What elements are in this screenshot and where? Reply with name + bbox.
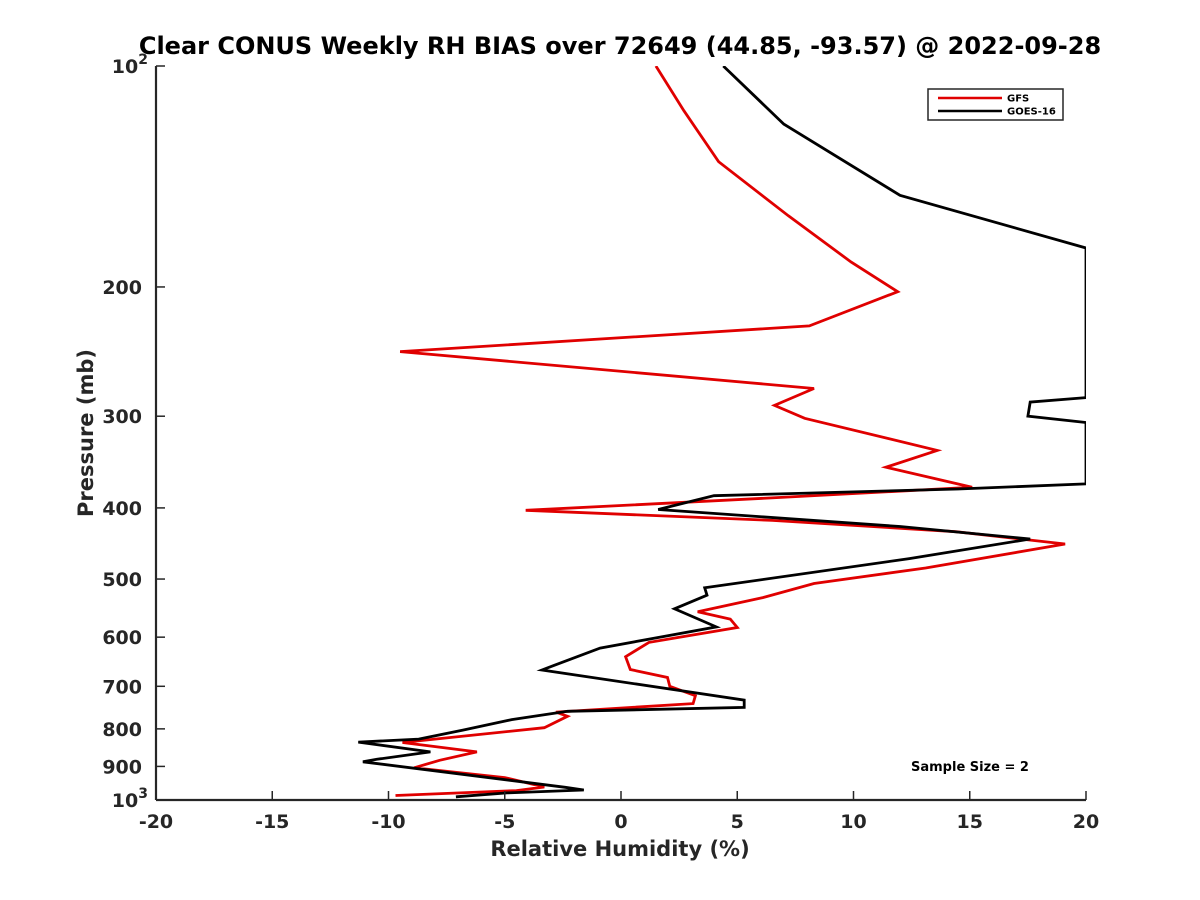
- chart-title: Clear CONUS Weekly RH BIAS over 72649 (4…: [139, 32, 1101, 60]
- ticks-layer: -20 -15 -10 -5 0 5 10 15 20 102 200 300 400 500 600 700…: [102, 52, 1099, 833]
- y-tick-label: 102: [112, 52, 148, 78]
- x-tick-label: -5: [494, 811, 515, 833]
- y-tick-label: 900: [102, 756, 142, 778]
- y-tick-label: 300: [102, 406, 142, 428]
- legend: GFS GOES-16: [927, 88, 1064, 121]
- series-layer: [358, 66, 1086, 799]
- sample-size-annotation: Sample Size = 2: [911, 760, 1029, 775]
- y-tick-label: 600: [102, 627, 142, 649]
- legend-box: [927, 88, 1064, 121]
- y-tick-label: 800: [102, 719, 142, 741]
- legend-label-goes16: GOES-16: [1007, 107, 1056, 118]
- y-tick-label: 700: [102, 676, 142, 698]
- x-tick-label: 5: [731, 811, 744, 833]
- x-tick-label: 10: [840, 811, 866, 833]
- x-tick-label: -15: [255, 811, 289, 833]
- y-tick-label: 200: [102, 277, 142, 299]
- y-tick-label: 103: [112, 786, 148, 812]
- y-axis-label: Pressure (mb): [74, 349, 98, 517]
- x-tick-label: -20: [139, 811, 173, 833]
- x-axis-label: Relative Humidity (%): [490, 837, 749, 861]
- y-tick-label: 500: [102, 569, 142, 591]
- x-tick-label: 15: [957, 811, 983, 833]
- x-tick-label: 20: [1073, 811, 1099, 833]
- legend-label-gfs: GFS: [1007, 94, 1029, 105]
- series-line-gfs: [395, 66, 1066, 797]
- x-tick-label: -10: [371, 811, 405, 833]
- x-tick-label: 0: [614, 811, 627, 833]
- series-line-goes16: [358, 66, 1086, 799]
- y-tick-label: 400: [102, 498, 142, 520]
- plot-area: -20 -15 -10 -5 0 5 10 15 20 102 200 300 400 500 600 700…: [102, 52, 1099, 833]
